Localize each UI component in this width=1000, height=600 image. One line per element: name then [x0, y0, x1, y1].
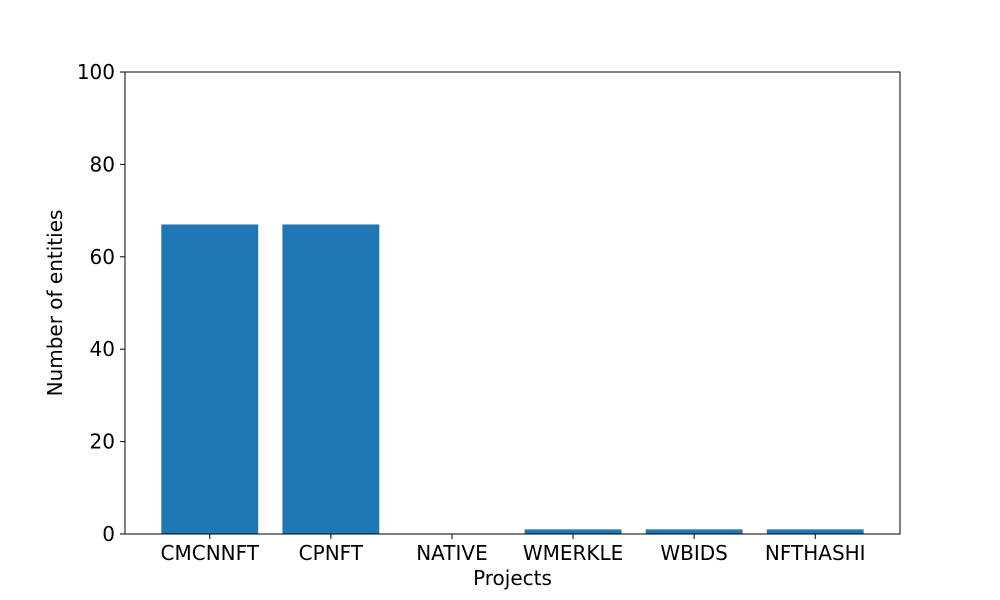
- y-tick-label: 20: [90, 430, 115, 454]
- bars-group: [161, 224, 864, 534]
- x-tick-label: WMERKLE: [523, 541, 623, 565]
- x-tick-label: WBIDS: [660, 541, 728, 565]
- y-tick-label: 60: [90, 245, 115, 269]
- y-axis-label: Number of entities: [43, 210, 67, 397]
- x-tick-label: NATIVE: [416, 541, 488, 565]
- y-tick-label: 80: [90, 152, 115, 176]
- bar-wbids: [645, 529, 743, 534]
- plot-frame: [124, 71, 901, 535]
- y-axis-ticks: 0 20 40 60 80 100: [77, 60, 125, 546]
- y-tick-label: 100: [77, 60, 115, 84]
- bar-cpnft: [282, 224, 380, 534]
- y-tick-label: 0: [102, 522, 115, 546]
- y-tick-label: 40: [90, 337, 115, 361]
- bar-nfthashi: [766, 529, 864, 534]
- x-axis-ticks: CMCNNFT CPNFT NATIVE WMERKLE WBIDS NFTHASHI: [161, 534, 866, 565]
- x-axis-label: Projects: [473, 566, 552, 590]
- bar-wmerkle: [524, 529, 622, 534]
- bar-cmcnnft: [161, 224, 259, 534]
- x-tick-label: CMCNNFT: [161, 541, 260, 565]
- x-tick-label: CPNFT: [299, 541, 364, 565]
- x-tick-label: NFTHASHI: [765, 541, 866, 565]
